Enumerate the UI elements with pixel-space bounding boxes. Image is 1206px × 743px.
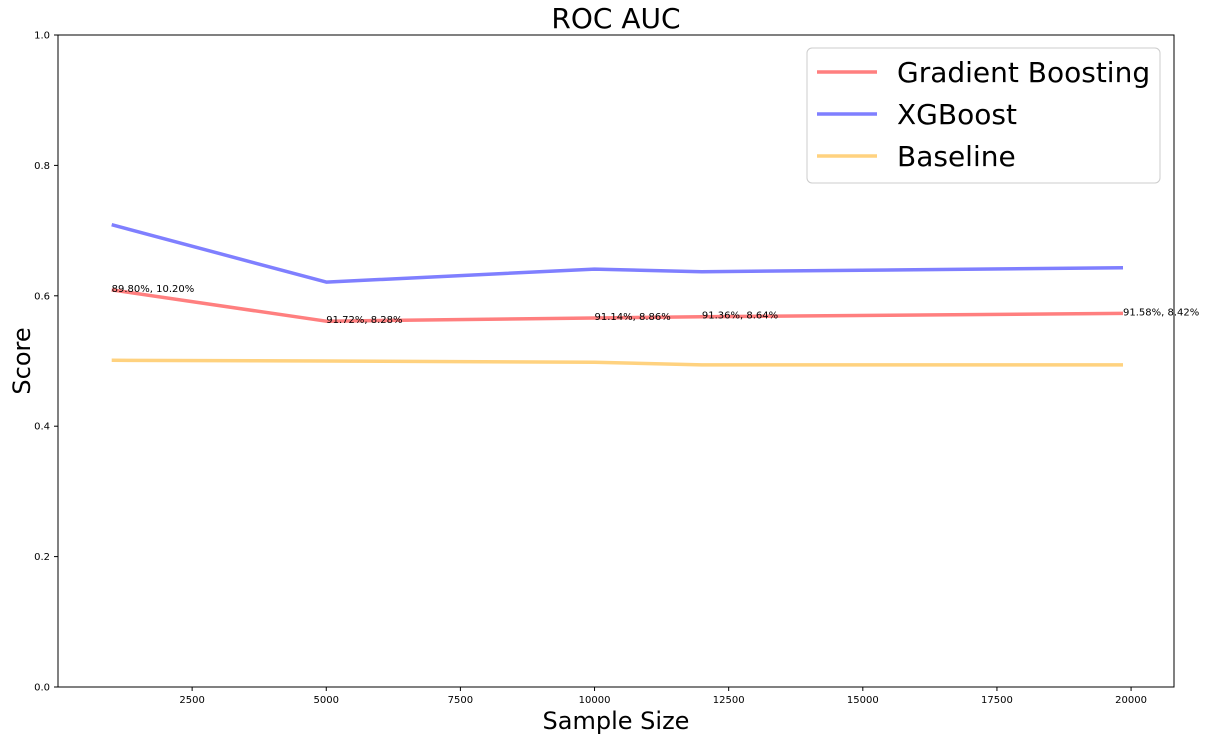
- data-annotation: 91.14%, 8.86%: [595, 312, 671, 323]
- y-tick-label: 0.6: [34, 291, 50, 302]
- y-tick-label: 0.8: [34, 161, 50, 172]
- data-annotation: 89.80%, 10.20%: [112, 284, 195, 295]
- data-annotation: 91.72%, 8.28%: [326, 315, 402, 326]
- data-annotation: 91.36%, 8.64%: [702, 311, 778, 322]
- data-annotation: 91.58%, 8.42%: [1123, 307, 1199, 318]
- x-tick-label: 15000: [847, 695, 879, 706]
- y-tick-label: 0.4: [34, 422, 50, 433]
- legend-label: XGBoost: [897, 98, 1017, 131]
- y-axis-label: Score: [8, 327, 36, 394]
- plot-frame: [57, 34, 1175, 688]
- legend-box: [806, 47, 1161, 184]
- y-tick-label: 1.0: [34, 31, 50, 42]
- legend: Gradient Boosting XGBoost Baseline: [806, 47, 1161, 184]
- series-line-gradient-boosting: [111, 288, 1124, 323]
- legend-label: Gradient Boosting: [897, 56, 1150, 89]
- plot-area: 2500 5000 7500 10000 12500 15000 17500 20000 0.0…: [34, 31, 1199, 707]
- x-tick-label: 20000: [1115, 695, 1147, 706]
- x-tick-label: 7500: [448, 695, 473, 706]
- x-tick-label: 2500: [179, 695, 204, 706]
- x-tick-label: 10000: [579, 695, 611, 706]
- x-tick-label: 12500: [713, 695, 745, 706]
- legend-label: Baseline: [897, 140, 1016, 173]
- chart-title: ROC AUC: [551, 2, 680, 35]
- series-line-xgboost: [111, 223, 1124, 284]
- x-tick-label: 5000: [314, 695, 339, 706]
- y-tick-label: 0.2: [34, 552, 50, 563]
- x-axis-label: Sample Size: [543, 707, 690, 735]
- x-tick-label: 17500: [981, 695, 1013, 706]
- y-tick-label: 0.0: [34, 683, 50, 694]
- series-line-baseline: [111, 358, 1123, 367]
